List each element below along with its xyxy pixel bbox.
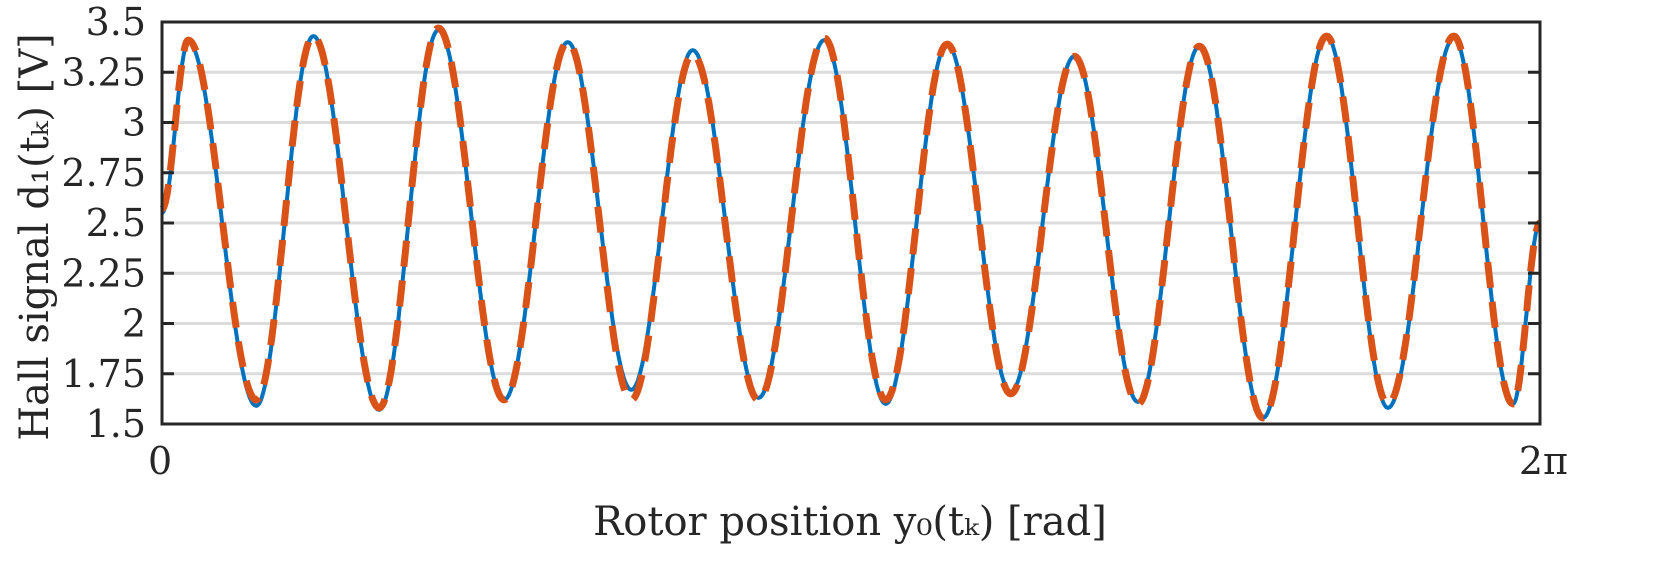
label-layer: Rotor position y₀(tₖ) [rad] Hall signal … [12,0,1568,545]
x-tick-label: 0 [148,439,172,483]
y-tick-label: 2.25 [61,251,146,295]
y-tick-label: 3 [122,101,146,145]
y-tick-label: 3.5 [86,0,146,44]
series-line-dashed [159,24,1543,422]
y-axis-label: Hall signal d₁(tₖ) [V] [12,33,58,440]
plot-frame [160,20,1542,426]
y-tick-label: 1.75 [61,352,146,396]
x-tick-label: 2π [1519,439,1568,483]
y-tick-label: 2.75 [61,151,146,195]
y-tick-label: 2.5 [86,201,146,245]
y-tick-label: 1.5 [86,402,146,446]
axes-layer [160,20,1542,426]
grid-layer [162,70,1540,376]
y-tick-label: 2 [122,302,146,346]
series-layer [159,24,1543,422]
x-axis-label: Rotor position y₀(tₖ) [rad] [593,499,1107,545]
y-tick-label: 3.25 [61,50,146,94]
